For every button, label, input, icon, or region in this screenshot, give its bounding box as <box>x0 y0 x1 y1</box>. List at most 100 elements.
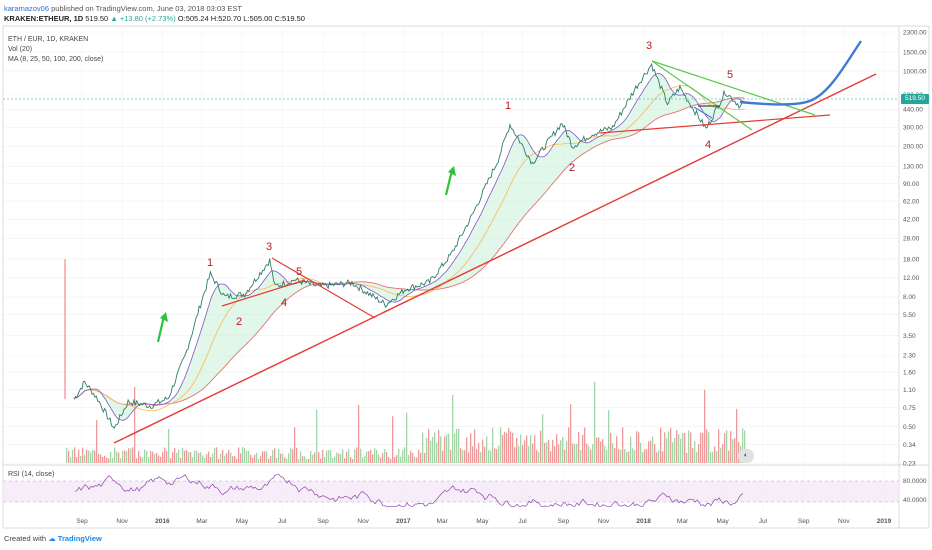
legend-rsi[interactable]: RSI (14, close) <box>8 471 55 478</box>
x-tick-label: May <box>236 518 249 525</box>
tradingview-brand[interactable]: TradingView <box>57 534 102 543</box>
volume-bar <box>124 450 126 463</box>
legend-ma[interactable]: MA (8, 25, 50, 100, 200, close) <box>8 56 104 63</box>
volume-bar <box>302 456 304 463</box>
volume-bar <box>524 440 526 463</box>
support-line-2018 <box>599 114 831 134</box>
volume-bar <box>628 451 630 463</box>
volume-bar <box>722 444 724 463</box>
volume-bar <box>144 449 146 463</box>
volume-bar <box>706 429 708 463</box>
volume-bar <box>338 453 340 463</box>
volume-bar <box>220 453 222 463</box>
volume-bar <box>556 434 558 463</box>
volume-bar <box>692 448 694 463</box>
volume-bar <box>634 450 636 463</box>
volume-bar <box>266 451 268 463</box>
author-link[interactable]: karamazov06 <box>4 4 50 13</box>
volume-bar <box>406 412 408 463</box>
volume-bar <box>466 437 468 463</box>
volume-bar <box>362 457 364 463</box>
snapshot-icon[interactable]: ◐ <box>738 449 754 463</box>
volume-bar <box>626 452 628 463</box>
volume-bar <box>498 445 500 463</box>
volume-bar <box>300 451 302 463</box>
wave-label: 4 <box>281 297 287 309</box>
volume-bar <box>434 432 436 463</box>
last-price: 519.50 <box>85 14 109 23</box>
volume-bar <box>138 451 140 463</box>
volume-bar <box>382 453 384 463</box>
volume-bar <box>734 438 736 463</box>
volume-bar <box>574 443 576 463</box>
volume-bar <box>314 452 316 463</box>
volume-bar <box>160 456 162 463</box>
volume-bar <box>328 450 330 463</box>
volume-bar <box>162 451 164 463</box>
price-change: ▲ +13.80 (+2.73%) <box>110 14 176 23</box>
volume-bar <box>488 450 490 463</box>
volume-bar <box>372 454 374 463</box>
volume-bar <box>584 427 586 463</box>
up-arrow-icon <box>156 312 168 343</box>
volume-bar <box>690 432 692 463</box>
volume-bar <box>676 430 678 463</box>
time-axis[interactable]: Sep Nov 2016 Mar May Jul Sep Nov 2017 Mar May Jul Se… <box>76 518 891 525</box>
volume-bar <box>374 448 376 463</box>
volume-bar <box>402 449 404 463</box>
volume-bar <box>106 457 108 463</box>
footer: Created with ☁ TradingView <box>4 534 102 543</box>
volume-bar <box>182 447 184 463</box>
volume-bar <box>548 439 550 463</box>
volume-bar <box>170 458 172 463</box>
volume-bar <box>284 457 286 463</box>
legend-volume[interactable]: Vol (20) <box>8 46 33 53</box>
x-tick-label: Mar <box>196 518 208 525</box>
y-tick-label: 12.00 <box>903 275 920 282</box>
volume-bar <box>318 452 320 463</box>
volume-bar <box>568 427 570 463</box>
volume-bar <box>700 432 702 463</box>
volume-bar <box>212 453 214 463</box>
rsi-series <box>74 474 744 507</box>
y-tick-label: 3.50 <box>903 333 916 340</box>
volume-bar <box>474 429 476 463</box>
volume-bar <box>282 453 284 463</box>
volume-bar <box>642 452 644 463</box>
volume-bar <box>400 456 402 463</box>
volume-bar <box>638 432 640 463</box>
volume-bar <box>140 456 142 463</box>
volume-bar <box>606 449 608 463</box>
volume-bar <box>84 455 86 463</box>
volume-bar <box>184 450 186 463</box>
volume-bar <box>238 447 240 463</box>
volume-bar <box>96 419 98 463</box>
volume-bar <box>592 444 594 463</box>
volume-bar <box>142 457 144 463</box>
volume-bar <box>552 439 554 463</box>
wave-label: 5 <box>296 266 302 278</box>
volume-bar <box>458 428 460 463</box>
volume-bar <box>414 456 416 463</box>
volume-bar <box>80 456 82 463</box>
volume-bar <box>658 450 660 463</box>
volume-bar <box>198 452 200 463</box>
volume-bar <box>268 458 270 463</box>
volume-bar <box>742 428 744 463</box>
volume-bar <box>134 387 136 463</box>
volume-bar <box>588 445 590 463</box>
volume-bar <box>482 439 484 463</box>
y-tick-label: 42.00 <box>903 217 920 224</box>
volume-bar <box>688 430 690 463</box>
volume-bar <box>210 456 212 463</box>
volume-bar <box>280 453 282 463</box>
volume-bar <box>116 451 118 463</box>
volume-bar <box>370 449 372 463</box>
volume-bar <box>442 450 444 463</box>
legend-pair[interactable]: ETH / EUR, 1D, KRAKEN <box>8 36 89 43</box>
volume-bar <box>388 456 390 463</box>
volume-bar <box>636 431 638 463</box>
volume-bar <box>312 454 314 463</box>
x-tick-label: Nov <box>116 518 128 525</box>
